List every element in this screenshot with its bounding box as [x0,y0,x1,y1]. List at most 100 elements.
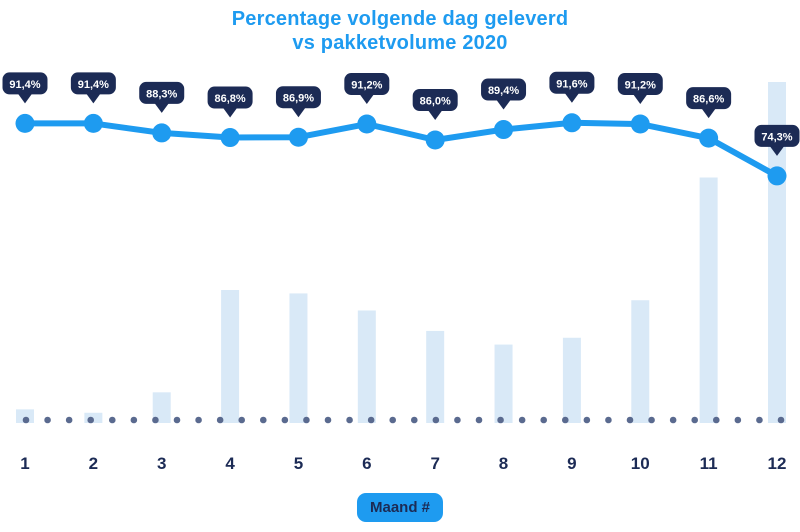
data-label-text: 86,0% [420,95,451,107]
x-axis-label: 2 [89,454,98,473]
volume-bar [426,330,445,423]
baseline-dot [497,416,504,424]
line-marker [220,128,240,148]
data-label-bubble [686,87,732,110]
baseline-dot [238,416,246,424]
volume-bar [289,293,308,423]
baseline-dot [303,416,310,424]
baseline-dot [65,416,73,424]
chart-title: Percentage volgende dag geleverd vs pakk… [0,7,800,56]
data-label-text: 89,4% [488,85,519,97]
baseline-dot [216,416,224,424]
baseline-dot [44,416,51,424]
baseline-dot [259,416,267,424]
baseline-dot [108,416,116,424]
data-label-text: 91,2% [625,80,656,92]
data-label-bubble [139,81,185,104]
data-label-bubble [70,72,116,95]
x-axis-label: 3 [157,454,166,473]
volume-bar [494,344,513,423]
data-label-pointer [359,94,374,105]
volume-bar [84,412,103,423]
data-label-text: 91,6% [556,78,587,90]
baseline-dot [605,416,612,424]
x-axis-label: 7 [430,454,439,473]
data-label-bubble [754,124,800,147]
baseline-dot [22,416,30,424]
data-label-bubble [549,71,595,94]
x-axis-label: 11 [700,454,718,473]
line-marker [494,120,514,140]
data-label-bubble [275,86,321,109]
baseline-dot [346,416,353,424]
volume-bar [357,310,376,423]
data-label-pointer [291,107,306,118]
data-label-text: 74,3% [761,131,792,143]
baseline-dot [712,416,720,424]
line-marker [288,127,308,147]
data-label-pointer [18,93,32,104]
data-label-pointer [223,107,238,118]
line-marker [152,123,172,143]
volume-bar [631,300,650,423]
data-label-text: 91,2% [351,80,382,92]
x-axis-label: 1 [20,454,29,473]
baseline-dot [734,416,742,424]
data-label-text: 86,9% [283,93,314,105]
baseline-dot [173,416,181,424]
baseline-dot [432,416,440,424]
data-label-pointer [770,146,784,156]
x-axis-label: 9 [567,454,576,473]
data-label-bubble [207,86,253,109]
volume-bar [221,290,240,423]
line-marker [562,113,582,133]
baseline-dot [777,416,785,424]
baseline-dot [389,416,397,424]
data-label-bubble [344,73,390,96]
data-label-pointer [564,93,579,103]
volume-bar [152,392,171,423]
data-label-pointer [428,110,443,120]
baseline-dot [454,416,461,424]
line-marker [15,113,35,133]
line-marker [767,166,787,186]
baseline-dot [281,416,289,424]
data-label-text: 86,6% [693,94,724,106]
x-axis-badge: Maand # [356,493,444,522]
data-label-pointer [496,99,511,110]
baseline-dot [410,416,418,424]
baseline-dot [324,416,332,424]
line-marker [699,128,719,148]
baseline-dot [669,416,677,424]
volume-bar [768,82,786,423]
baseline-dot [195,416,202,424]
baseline-dot [626,416,634,424]
x-axis-label: 12 [768,454,787,473]
baseline-dot [367,416,375,424]
baseline-dot [540,416,548,424]
x-axis-label: 10 [631,454,650,473]
baseline-dot [130,416,138,424]
baseline-dot [475,416,483,424]
line-marker [357,114,377,134]
data-label-text: 88,3% [146,88,177,100]
baseline-dot [756,416,763,424]
x-axis-label: 6 [362,454,371,473]
x-axis-label: 5 [294,454,303,473]
data-label-bubble [412,88,458,111]
data-label-pointer [701,108,716,119]
baseline-dot [648,416,655,424]
volume-bar [699,177,718,423]
line-marker [630,114,650,134]
x-axis-label: 4 [225,454,235,473]
data-label-bubble [2,72,48,95]
data-label-pointer [154,103,169,113]
data-label-bubble [481,78,527,101]
data-label-pointer [633,94,648,105]
baseline-dot [691,416,699,424]
baseline-dot [152,416,159,424]
data-label-bubble [617,73,663,96]
x-axis-label: 8 [499,454,508,473]
